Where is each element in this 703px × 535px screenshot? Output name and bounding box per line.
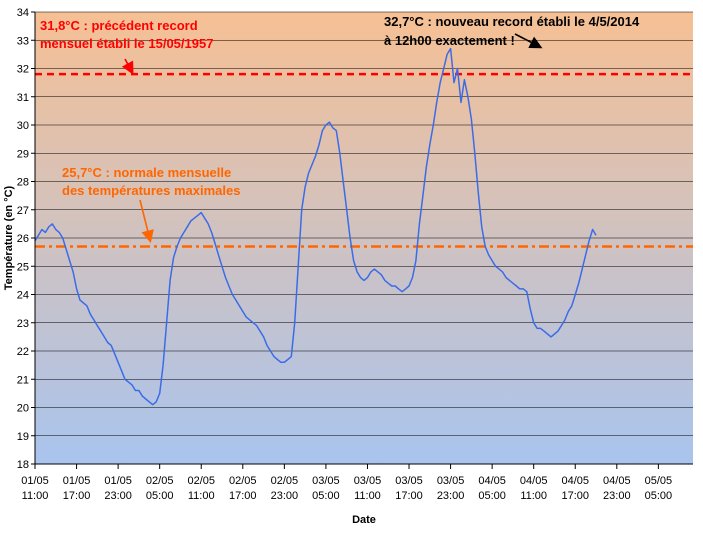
- temperature-series-line: [34, 47, 597, 406]
- x-tick-time: 05:00: [645, 490, 673, 502]
- reference-line-label: des températures maximales: [62, 183, 240, 198]
- y-tick-label: 30: [17, 120, 29, 132]
- x-tick-time: 23:00: [104, 490, 132, 502]
- x-tick-time: 17:00: [229, 490, 257, 502]
- y-tick-label: 25: [17, 261, 29, 273]
- y-tick-label: 23: [17, 318, 29, 330]
- x-tick-date: 05/05: [645, 475, 673, 487]
- y-tick-label: 26: [17, 233, 29, 245]
- y-tick-label: 24: [17, 290, 29, 302]
- x-tick-date: 04/05: [603, 475, 631, 487]
- x-tick-date: 04/05: [561, 475, 589, 487]
- series-layer: [34, 47, 597, 406]
- y-axis-title: Température (en °C): [3, 185, 15, 290]
- x-tick-date: 04/05: [520, 475, 548, 487]
- x-tick-date: 03/05: [312, 475, 340, 487]
- x-tick-time: 23:00: [437, 490, 465, 502]
- x-tick-time: 05:00: [478, 490, 506, 502]
- x-tick-time: 11:00: [520, 490, 547, 502]
- y-tick-label: 20: [17, 403, 29, 415]
- x-tick-date: 03/05: [395, 475, 423, 487]
- reference-line-label: 25,7°C : normale mensuelle: [62, 165, 231, 180]
- annotations: 32,7°C : nouveau record établi le 4/5/20…: [384, 14, 640, 49]
- x-tick-time: 11:00: [354, 490, 381, 502]
- x-tick-time: 05:00: [146, 490, 174, 502]
- record-annotation-arrow: [514, 33, 543, 49]
- x-tick-date: 01/05: [21, 475, 49, 487]
- x-tick-time: 17:00: [561, 490, 589, 502]
- y-axis-tick-labels: 18 19 20 21 22 23 24 25 26 27 28 29 30 31 32 33 34: [17, 7, 35, 471]
- y-tick-label: 22: [17, 346, 29, 358]
- x-tick-time: 17:00: [395, 490, 423, 502]
- x-tick-date: 03/05: [437, 475, 465, 487]
- y-tick-label: 21: [17, 374, 29, 386]
- x-axis-tick-labels: 01/05 11:00 01/05 17:00 01/05 23:00 02/05 05:00…: [21, 464, 672, 502]
- y-tick-label: 29: [17, 148, 29, 160]
- y-tick-label: 31: [17, 92, 29, 104]
- x-tick-date: 02/05: [271, 475, 299, 487]
- x-axis-title: Date: [352, 514, 376, 526]
- reference-line-arrow: [139, 199, 154, 244]
- y-tick-label: 18: [17, 459, 29, 471]
- y-tick-label: 27: [17, 205, 29, 217]
- record-annotation-label: 32,7°C : nouveau record établi le 4/5/20…: [384, 14, 640, 29]
- y-tick-label: 32: [17, 64, 29, 76]
- x-tick-time: 05:00: [312, 490, 340, 502]
- reference-lines: 31,8°C : précédent record mensuel établi …: [35, 18, 693, 248]
- y-tick-label: 33: [17, 35, 29, 47]
- x-tick-time: 11:00: [188, 490, 215, 502]
- x-tick-date: 01/05: [104, 475, 132, 487]
- x-tick-time: 17:00: [63, 490, 91, 502]
- y-tick-label: 19: [17, 431, 29, 443]
- reference-line-label: mensuel établi le 15/05/1957: [40, 36, 213, 51]
- x-tick-date: 04/05: [478, 475, 506, 487]
- x-tick-date: 03/05: [354, 475, 382, 487]
- x-tick-time: 23:00: [271, 490, 299, 502]
- reference-line-label: 31,8°C : précédent record: [40, 18, 198, 33]
- x-tick-date: 02/05: [187, 475, 215, 487]
- y-tick-label: 28: [17, 177, 29, 189]
- y-tick-label: 34: [17, 7, 29, 19]
- x-tick-date: 01/05: [63, 475, 91, 487]
- x-tick-date: 02/05: [146, 475, 174, 487]
- x-tick-time: 11:00: [22, 490, 49, 502]
- x-tick-date: 02/05: [229, 475, 257, 487]
- x-tick-time: 23:00: [603, 490, 631, 502]
- reference-line-arrow: [121, 58, 134, 75]
- record-annotation-label: à 12h00 exactement !: [384, 33, 515, 48]
